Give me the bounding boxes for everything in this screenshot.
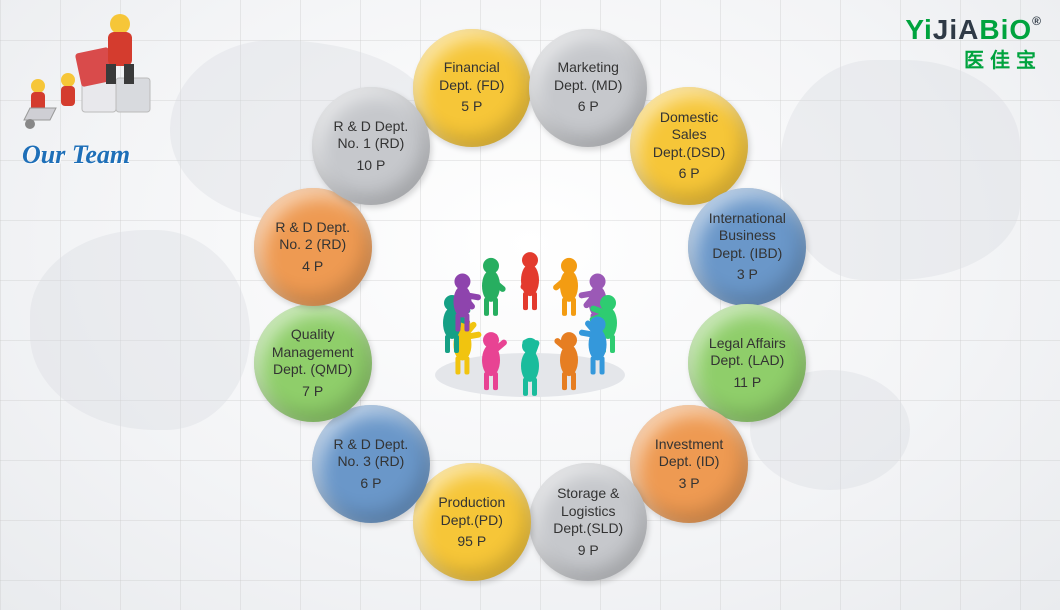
dept-label: Storage & Logistics Dept.(SLD)	[553, 485, 623, 538]
dept-label: R & D Dept. No. 1 (RD)	[334, 118, 409, 153]
dept-bubble: R & D Dept. No. 2 (RD) 4 P	[254, 188, 372, 306]
dept-count: 3 P	[679, 475, 700, 493]
team-illustration	[20, 8, 180, 138]
dept-count: 5 P	[461, 98, 482, 116]
bg-map-blob	[780, 60, 1020, 280]
dept-count: 9 P	[578, 542, 599, 560]
dept-label: International Business Dept. (IBD)	[709, 210, 786, 263]
dept-bubble: Legal Affairs Dept. (LAD) 11 P	[688, 304, 806, 422]
logo-part: BiO	[979, 14, 1032, 45]
logo-subtitle: 医佳宝	[905, 44, 1042, 73]
dept-count: 6 P	[360, 475, 381, 493]
bg-map-blob	[30, 230, 250, 430]
dept-bubble: Financial Dept. (FD) 5 P	[413, 29, 531, 147]
dept-count: 3 P	[737, 266, 758, 284]
logo-part: JiA	[933, 14, 980, 45]
dept-count: 6 P	[578, 98, 599, 116]
logo-registered: ®	[1032, 14, 1042, 28]
dept-label: Investment Dept. (ID)	[655, 436, 723, 471]
center-team-graphic	[410, 185, 650, 425]
dept-label: Financial Dept. (FD)	[439, 59, 504, 94]
dept-count: 11 P	[733, 374, 761, 392]
dept-label: R & D Dept. No. 2 (RD)	[275, 219, 350, 254]
dept-label: Production Dept.(PD)	[438, 494, 505, 529]
dept-count: 4 P	[302, 258, 323, 276]
dept-bubble: Storage & Logistics Dept.(SLD) 9 P	[529, 463, 647, 581]
dept-label: Domestic Sales Dept.(DSD)	[653, 109, 725, 162]
dept-label: Legal Affairs Dept. (LAD)	[709, 335, 786, 370]
dept-label: Marketing Dept. (MD)	[554, 59, 622, 94]
dept-count: 7 P	[302, 383, 323, 401]
dept-count: 6 P	[679, 165, 700, 183]
page-title: Our Team	[22, 140, 130, 170]
dept-bubble: Production Dept.(PD) 95 P	[413, 463, 531, 581]
dept-count: 95 P	[457, 533, 486, 551]
dept-count: 10 P	[357, 157, 386, 175]
logo-part: Yi	[905, 14, 932, 45]
dept-bubble: International Business Dept. (IBD) 3 P	[688, 188, 806, 306]
dept-bubble: Quality Management Dept. (QMD) 7 P	[254, 304, 372, 422]
dept-label: Quality Management Dept. (QMD)	[272, 326, 354, 379]
dept-label: R & D Dept. No. 3 (RD)	[334, 436, 409, 471]
brand-logo: YiJiABiO® 医佳宝	[905, 14, 1042, 73]
dept-bubble: Marketing Dept. (MD) 6 P	[529, 29, 647, 147]
